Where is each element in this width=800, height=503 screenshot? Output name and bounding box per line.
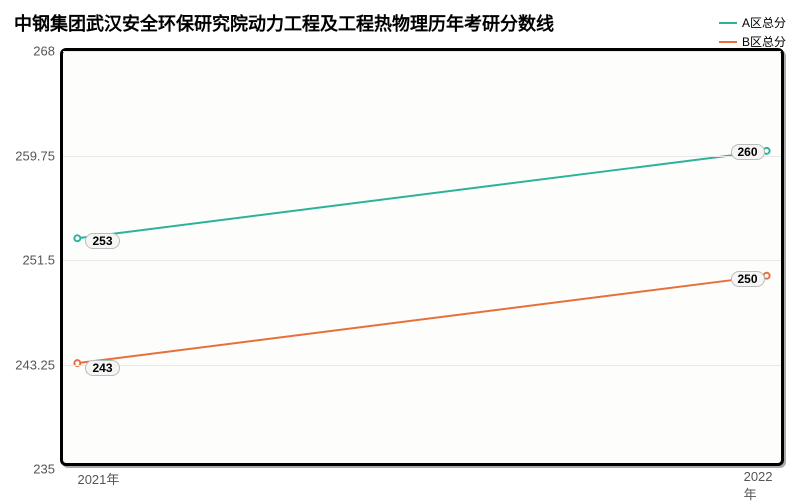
legend-swatch-a bbox=[719, 22, 737, 24]
y-tick-label: 243.25 bbox=[15, 357, 55, 372]
y-tick-label: 259.75 bbox=[15, 148, 55, 163]
data-label: 260 bbox=[730, 144, 764, 160]
legend: A区总分 B区总分 bbox=[719, 14, 786, 52]
data-label: 253 bbox=[85, 233, 119, 249]
grid-line bbox=[63, 51, 781, 52]
chart-container: 中钢集团武汉安全环保研究院动力工程及工程热物理历年考研分数线 A区总分 B区总分… bbox=[0, 0, 800, 500]
data-label: 250 bbox=[730, 271, 764, 287]
y-tick-label: 268 bbox=[33, 44, 55, 59]
y-tick-label: 251.5 bbox=[22, 253, 55, 268]
grid-line bbox=[63, 156, 781, 157]
x-tick-label: 2021年 bbox=[77, 469, 119, 488]
y-tick-label: 235 bbox=[33, 462, 55, 477]
legend-label-a: A区总分 bbox=[742, 14, 786, 31]
grid-line bbox=[63, 260, 781, 261]
legend-swatch-b bbox=[719, 41, 737, 43]
series-line bbox=[77, 151, 766, 238]
data-label: 243 bbox=[85, 360, 119, 376]
data-point bbox=[764, 148, 770, 154]
series-line bbox=[77, 276, 766, 363]
chart-title: 中钢集团武汉安全环保研究院动力工程及工程热物理历年考研分数线 bbox=[14, 10, 554, 36]
legend-item-a: A区总分 bbox=[719, 14, 786, 31]
grid-line bbox=[63, 365, 781, 366]
plot-area: 235243.25251.5259.752682021年2022年2532602… bbox=[60, 48, 784, 466]
data-point bbox=[74, 235, 80, 241]
chart-lines bbox=[63, 51, 781, 463]
x-tick-label: 2022年 bbox=[744, 469, 773, 503]
data-point bbox=[764, 273, 770, 279]
